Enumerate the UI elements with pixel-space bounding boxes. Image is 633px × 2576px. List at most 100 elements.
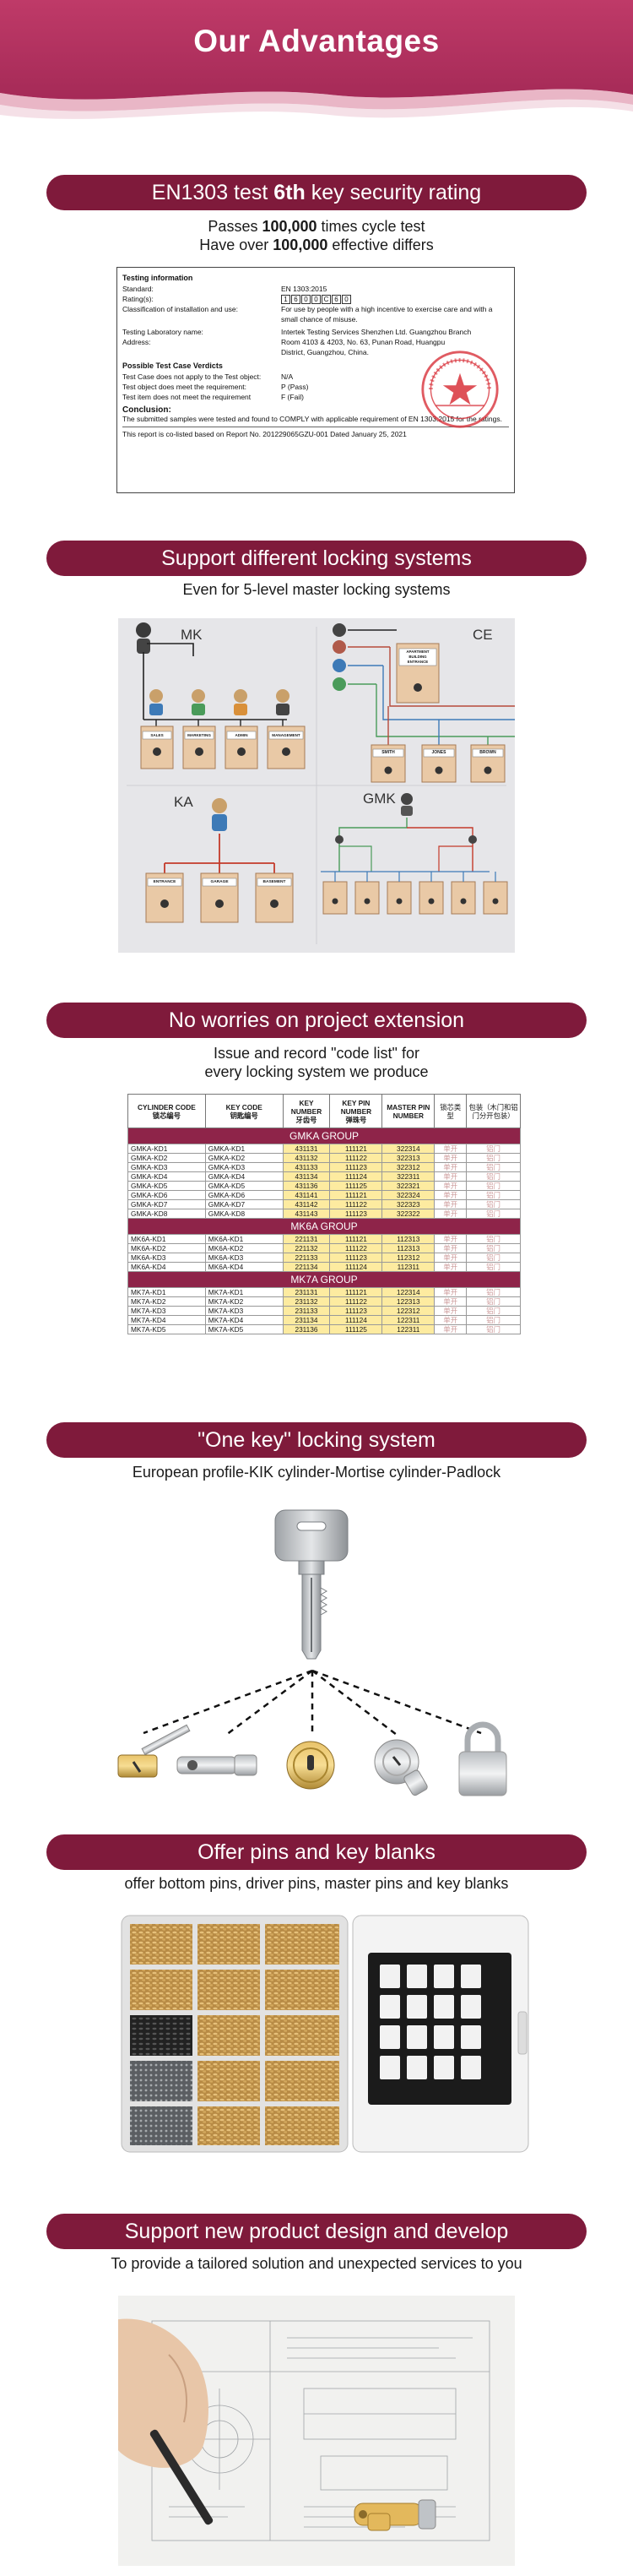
table-cell: 铝门: [466, 1296, 521, 1307]
table-cell: 221131: [282, 1234, 331, 1244]
table-cell: GMKA-KD5: [204, 1181, 284, 1191]
table-cell: 111124: [329, 1171, 383, 1182]
table-cell: 431131: [282, 1144, 331, 1154]
table-cell: 单开: [434, 1262, 468, 1272]
table-cell: 铝门: [466, 1234, 521, 1244]
header-banner: Our Advantages: [0, 0, 633, 127]
table-cell: GMKA-KD1: [204, 1144, 284, 1154]
report-row-lab: Testing Laboratory name: Intertek Testing…: [122, 328, 472, 336]
table-cell: GMKA-KD2: [127, 1153, 206, 1163]
ce-entrance-line3: ENTRANCE: [407, 660, 429, 664]
hand-with-pen-icon: [118, 2318, 214, 2525]
table-cell: 122311: [381, 1324, 436, 1334]
table-cell: 111125: [329, 1324, 383, 1334]
key-icon: [274, 1509, 349, 1660]
table-cell: 111121: [329, 1190, 383, 1200]
table-cell: 112313: [381, 1243, 436, 1253]
section-title-onekey: "One key" locking system: [46, 1422, 587, 1458]
table-cell: GMKA-KD4: [127, 1171, 206, 1182]
table-cell: GMKA-KD5: [127, 1181, 206, 1191]
table-cell: 单开: [434, 1315, 468, 1325]
table-cell: 221133: [282, 1253, 331, 1263]
design-drawing-photo: [118, 2296, 515, 2566]
test-report-document: Testing information Standard: EN 1303:201…: [116, 267, 515, 493]
report-row-address: Address: Room 4103 & 4203, No. 63, Punan …: [122, 338, 446, 356]
table-cell: 122314: [381, 1287, 436, 1297]
table-cell: 单开: [434, 1234, 468, 1244]
code-list-group-header: MK6A GROUP: [127, 1218, 521, 1235]
table-cell: GMKA-KD7: [127, 1199, 206, 1209]
table-row: MK7A-KD4 MK7A-KD4 231134 111124 122311 单开 铝门: [127, 1315, 521, 1325]
table-cell: 431132: [282, 1153, 331, 1163]
table-cell: 111124: [329, 1262, 383, 1272]
report-heading-verdicts: Possible Test Case Verdicts: [122, 361, 223, 370]
table-cell: 322312: [381, 1162, 436, 1172]
table-cell: 单开: [434, 1324, 468, 1334]
table-cell: 单开: [434, 1199, 468, 1209]
table-cell: 单开: [434, 1181, 468, 1191]
table-cell: 单开: [434, 1243, 468, 1253]
mortise-chrome-cylinder-icon: [374, 1739, 428, 1796]
report-conclusion-text: The submitted samples were tested and fo…: [122, 415, 502, 423]
group-name: MK6A GROUP: [127, 1218, 521, 1235]
table-cell: 111123: [329, 1253, 383, 1263]
report-row-verdict-na: Test Case does not apply to the Test obj…: [122, 372, 294, 381]
technical-drawing-graphic: [118, 2296, 515, 2566]
table-cell: 111121: [329, 1144, 383, 1154]
table-cell: MK7A-KD5: [127, 1324, 206, 1334]
table-cell: GMKA-KD3: [127, 1162, 206, 1172]
ce-door-brown: BROWN: [479, 750, 496, 755]
table-cell: 铝门: [466, 1162, 521, 1172]
pins-and-key-blanks-photo: [121, 1915, 529, 2153]
table-row: MK7A-KD1 MK7A-KD1 231131 111121 122314 单开 铝门: [127, 1287, 521, 1297]
table-cell: 231132: [282, 1296, 331, 1307]
table-cell: 112313: [381, 1234, 436, 1244]
design-subtitle: To provide a tailored solution and unexp…: [111, 2255, 522, 2272]
ce-entrance-line2: BUILDING: [408, 655, 427, 659]
table-row: MK7A-KD5 MK7A-KD5 231136 111125 122311 单开 铝门: [127, 1324, 521, 1334]
table-cell: GMKA-KD1: [127, 1144, 206, 1154]
table-cell: MK6A-KD1: [204, 1234, 284, 1244]
table-cell: MK6A-KD4: [127, 1262, 206, 1272]
table-cell: 单开: [434, 1209, 468, 1219]
locking-systems-diagram: MK CE KA GMK SALES MARKETING ADMIN MANAG…: [118, 618, 515, 953]
table-cell: 221132: [282, 1243, 331, 1253]
ka-door-basement: BASEMENT: [262, 880, 286, 884]
table-cell: GMKA-KD6: [204, 1190, 284, 1200]
table-cell: 铝门: [466, 1190, 521, 1200]
table-row: GMKA-KD1 GMKA-KD1 431131 111121 322314 单开 铝门: [127, 1144, 521, 1154]
security-differs-line: Have over 100,000 effective differs: [199, 236, 434, 253]
table-cell: 111121: [329, 1234, 383, 1244]
table-cell: 铝门: [466, 1262, 521, 1272]
table-cell: 322321: [381, 1181, 436, 1191]
ce-door-jones: JONES: [431, 750, 446, 755]
table-row: MK6A-KD1 MK6A-KD1 221131 111121 112313 单开 铝门: [127, 1234, 521, 1244]
code-list-header-row: CYLINDER CODE 锁芯编号 KEY CODE 钥匙编号 KEY NUMBE…: [127, 1094, 521, 1128]
table-cell: GMKA-KD6: [127, 1190, 206, 1200]
table-cell: 431134: [282, 1171, 331, 1182]
table-cell: GMKA-KD7: [204, 1199, 284, 1209]
table-cell: MK7A-KD2: [204, 1296, 284, 1307]
table-cell: MK7A-KD3: [204, 1306, 284, 1316]
table-row: GMKA-KD8 GMKA-KD8 431143 111123 322322 单开 铝门: [127, 1209, 521, 1219]
table-cell: 431136: [282, 1181, 331, 1191]
euro-profile-cylinder-icon: [176, 1754, 257, 1776]
table-cell: MK7A-KD4: [204, 1315, 284, 1325]
table-cell: 铝门: [466, 1306, 521, 1316]
group-name: MK7A GROUP: [127, 1271, 521, 1288]
table-cell: MK6A-KD2: [204, 1243, 284, 1253]
report-row-standard: Standard: EN 1303:2015: [122, 285, 327, 293]
label-ce: CE: [473, 627, 493, 643]
label-ka: KA: [174, 794, 193, 810]
table-cell: 铝门: [466, 1144, 521, 1154]
header-wave-background: [0, 0, 633, 119]
table-cell: 231133: [282, 1306, 331, 1316]
table-cell: 322314: [381, 1144, 436, 1154]
table-cell: 111123: [329, 1162, 383, 1172]
extension-subtitle-line2: every locking system we produce: [204, 1063, 429, 1080]
section-title-design: Support new product design and develop: [46, 2214, 587, 2249]
table-cell: 铝门: [466, 1153, 521, 1163]
table-cell: 431141: [282, 1190, 331, 1200]
table-cell: 111122: [329, 1296, 383, 1307]
